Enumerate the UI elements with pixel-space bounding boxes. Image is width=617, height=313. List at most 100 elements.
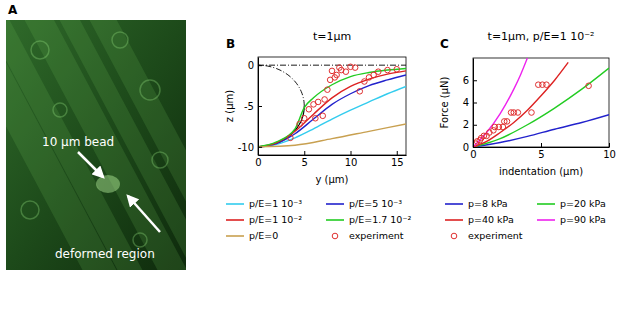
tick: 2 xyxy=(463,119,477,130)
tick-label: 4 xyxy=(463,97,469,108)
tick-label: 0 xyxy=(255,157,261,168)
data-point xyxy=(529,110,535,116)
axis-line xyxy=(259,155,407,156)
legend-label: p/E=5 10⁻³ xyxy=(349,198,402,209)
series-line xyxy=(473,115,609,147)
data-point xyxy=(343,69,349,75)
panel-letter: A xyxy=(8,3,18,17)
series-line xyxy=(258,71,406,147)
image-blob xyxy=(112,32,128,48)
tick: 4 xyxy=(463,97,477,108)
image-bead xyxy=(96,175,120,193)
panel-letter: C xyxy=(440,37,449,51)
tick: 5 xyxy=(302,151,308,168)
legend-label: p/E=0 xyxy=(249,230,278,241)
tick-label: 5 xyxy=(538,149,544,160)
tick: 0 xyxy=(463,142,477,153)
annotation: 10 µm bead xyxy=(42,135,114,149)
series-line xyxy=(258,124,406,147)
plot-area xyxy=(258,64,406,147)
image-blob xyxy=(53,103,67,117)
legend-swatch xyxy=(537,219,555,221)
tick-label: 0 xyxy=(463,142,469,153)
data-point xyxy=(504,119,510,125)
legend-swatch xyxy=(445,203,463,205)
x-axis: 0 5 10 xyxy=(470,143,616,160)
annotation-arrow xyxy=(78,152,103,177)
axis-line xyxy=(474,147,610,148)
image-texture xyxy=(6,20,186,270)
image-blob xyxy=(21,201,39,219)
chart-panel: 0 5 10 15-10 -5 0 xyxy=(238,57,407,168)
tick-label: 5 xyxy=(302,157,308,168)
legend-swatch xyxy=(226,235,244,237)
image-blob xyxy=(31,41,49,59)
y-axis: 0 2 4 6 xyxy=(463,59,477,153)
data-point xyxy=(322,97,328,103)
tick-mark xyxy=(473,80,477,81)
image-blob xyxy=(133,233,147,247)
legend-label: p=20 kPa xyxy=(560,198,606,209)
legend-label: p/E=1.7 10⁻² xyxy=(349,214,411,225)
image-panel xyxy=(0,0,262,305)
plot-frame xyxy=(258,57,406,155)
tick: 15 xyxy=(391,151,404,168)
legend-swatch xyxy=(537,203,555,205)
tick-mark xyxy=(609,143,610,147)
data-point xyxy=(544,82,550,88)
legend-swatch xyxy=(326,203,344,205)
tick-mark xyxy=(351,151,352,155)
data-point xyxy=(352,65,358,71)
x-axis-title: y (µm) xyxy=(315,174,348,185)
annotation: deformed region xyxy=(55,247,155,261)
tick: 6 xyxy=(463,75,477,86)
legend-label: p/E=1 10⁻² xyxy=(249,214,302,225)
chart-panel: 0 5 10 0 2 4 6 xyxy=(463,58,616,160)
legend-swatch xyxy=(226,219,244,221)
tick: -10 xyxy=(238,142,262,153)
series-line xyxy=(473,68,609,147)
data-point xyxy=(315,99,321,105)
tick-label: 10 xyxy=(603,149,616,160)
tick-label: 2 xyxy=(463,119,469,130)
tick-mark xyxy=(304,151,305,155)
tick-mark xyxy=(541,143,542,147)
legend-label: p=8 kPa xyxy=(468,198,508,209)
data-point xyxy=(394,66,400,72)
legend-label: p=90 kPa xyxy=(560,214,606,225)
y-axis: -10-50 xyxy=(238,58,262,156)
tick: 10 xyxy=(603,143,616,160)
legend-label: p=40 kPa xyxy=(468,214,514,225)
data-point xyxy=(334,72,340,78)
data-point xyxy=(357,89,363,95)
legend-label: experiment xyxy=(468,230,523,241)
legend: p/E=1 10⁻³p/E=5 10⁻³p/E=1 10⁻²p/E=1.7 10… xyxy=(226,198,411,241)
series-line xyxy=(258,68,406,146)
tick-label: 0 xyxy=(470,149,476,160)
bead-outline-hidden xyxy=(258,65,304,106)
y-axis-title: z (µm) xyxy=(224,90,235,122)
tick-mark xyxy=(473,125,477,126)
tick: 5 xyxy=(538,143,544,160)
legend-swatch xyxy=(451,233,457,239)
y-axis-title: Force (µN) xyxy=(439,76,450,128)
x-axis: 0 5 10 15 xyxy=(255,151,406,168)
data-point xyxy=(320,113,326,119)
tick-label: 15 xyxy=(391,157,404,168)
tick-label: -5 xyxy=(244,101,254,112)
x-axis-title: indentation (µm) xyxy=(499,166,583,177)
series-line xyxy=(258,86,406,146)
tick-label: 10 xyxy=(345,157,358,168)
panel-letter: B xyxy=(226,37,235,51)
data-point xyxy=(325,87,331,93)
data-point xyxy=(491,128,497,134)
legend-swatch xyxy=(445,219,463,221)
data-point xyxy=(288,135,294,141)
figure: A10 µm beaddeformed region051015-10-50Bt… xyxy=(0,0,617,313)
data-point xyxy=(515,110,521,116)
image-blob xyxy=(140,80,160,100)
data-point xyxy=(385,67,391,73)
tick-label: 6 xyxy=(463,75,469,86)
tick: -5 xyxy=(244,101,262,112)
data-point xyxy=(500,124,506,130)
